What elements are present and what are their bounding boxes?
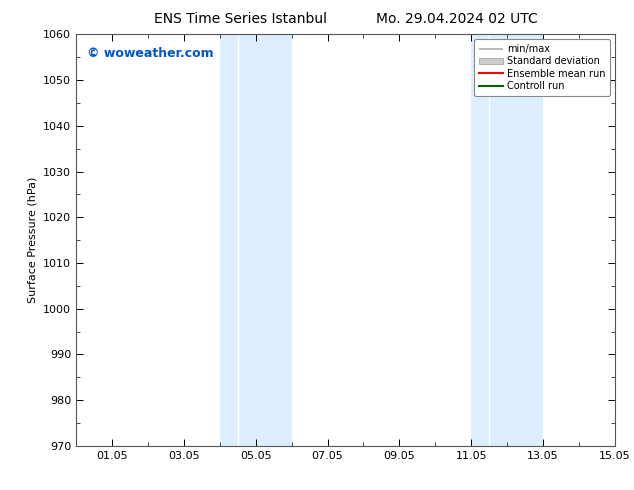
Text: © woweather.com: © woweather.com: [87, 47, 214, 60]
Bar: [220, 34, 238, 446]
Y-axis label: Surface Pressure (hPa): Surface Pressure (hPa): [27, 177, 37, 303]
Bar: [238, 34, 292, 446]
Legend: min/max, Standard deviation, Ensemble mean run, Controll run: min/max, Standard deviation, Ensemble me…: [474, 39, 610, 96]
Text: Mo. 29.04.2024 02 UTC: Mo. 29.04.2024 02 UTC: [375, 12, 538, 26]
Bar: [489, 34, 543, 446]
Text: ENS Time Series Istanbul: ENS Time Series Istanbul: [155, 12, 327, 26]
Bar: [471, 34, 489, 446]
